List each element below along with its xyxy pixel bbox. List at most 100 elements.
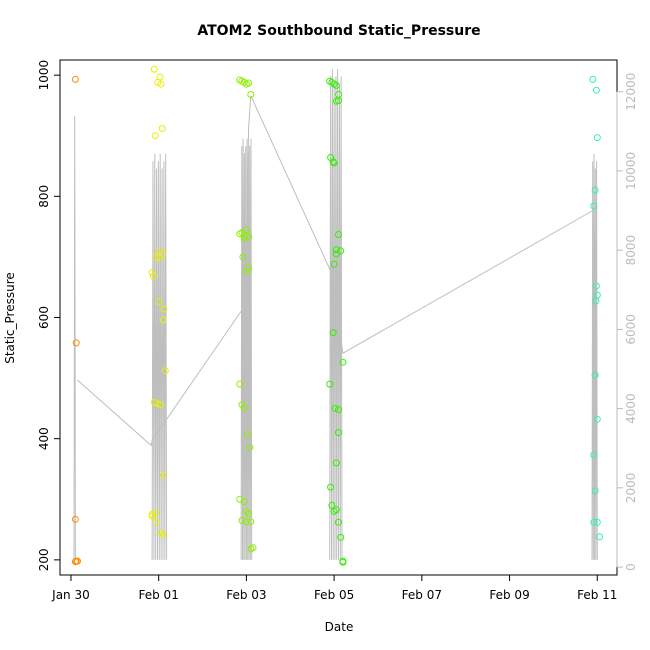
data-point — [591, 487, 599, 495]
data-point — [242, 518, 250, 526]
data-point — [339, 558, 347, 566]
data-point — [71, 75, 79, 83]
data-point — [592, 86, 600, 94]
y-axis-label: Static_Pressure — [3, 272, 17, 364]
data-point — [591, 186, 599, 194]
data-point — [332, 246, 340, 254]
y2-tick-label: 4000 — [624, 393, 638, 424]
data-point — [335, 518, 342, 526]
x-tick-label: Feb 09 — [489, 588, 529, 602]
data-point — [155, 298, 163, 306]
data-point — [157, 80, 165, 88]
data-point — [239, 253, 247, 261]
data-point — [242, 268, 250, 275]
data-point — [157, 529, 165, 537]
data-point — [593, 134, 601, 142]
data-point — [74, 557, 81, 565]
data-point — [148, 269, 156, 277]
data-point — [242, 507, 250, 515]
data-point — [159, 250, 167, 258]
data-point — [243, 430, 251, 438]
data-point — [247, 91, 255, 98]
data-point — [332, 250, 340, 258]
x-tick-label: Feb 11 — [577, 588, 617, 602]
y2-tick-label: 2000 — [624, 473, 638, 504]
data-point — [590, 451, 598, 459]
data-point — [156, 73, 164, 81]
data-point — [329, 329, 337, 337]
dive-segment-1 — [73, 115, 76, 560]
data-point — [153, 518, 160, 526]
data-point — [330, 507, 338, 515]
y2-tick-label: 10000 — [624, 152, 638, 190]
data-point — [329, 158, 337, 166]
data-point — [152, 509, 160, 517]
data-point — [590, 202, 598, 210]
data-point — [246, 443, 254, 451]
trajectory-line-path — [77, 95, 594, 447]
data-point — [160, 305, 168, 313]
y-axis-left: 200 400 600 800 1000 — [37, 60, 60, 571]
data-point — [156, 401, 164, 409]
y-axis-right: 0 2000 4000 6000 8000 10000 12000 — [616, 73, 638, 571]
dive-segment-3 — [240, 138, 253, 560]
data-point — [592, 282, 600, 290]
data-point — [326, 380, 334, 388]
data-point — [593, 518, 601, 526]
data-point — [335, 406, 342, 414]
data-point — [590, 518, 598, 526]
data-point — [72, 339, 80, 347]
y2-tick-label: 8000 — [624, 235, 638, 266]
data-points — [71, 65, 603, 566]
y-tick-label: 800 — [37, 185, 51, 208]
data-point — [332, 459, 340, 467]
data-point — [149, 272, 157, 280]
data-point — [240, 235, 248, 243]
data-point — [236, 380, 244, 388]
data-point — [589, 75, 597, 83]
data-point — [245, 510, 253, 518]
data-point — [330, 260, 338, 268]
chart-title: ATOM2 Southbound Static_Pressure — [197, 23, 480, 39]
data-point — [242, 226, 250, 234]
dive-segment-2 — [151, 153, 168, 560]
y-tick-label: 600 — [37, 306, 51, 329]
data-point — [330, 159, 338, 167]
data-point — [150, 398, 158, 406]
data-point — [240, 232, 248, 240]
data-point — [328, 501, 336, 509]
y2-tick-label: 0 — [624, 563, 638, 571]
x-axis-label: Date — [325, 620, 354, 634]
data-point — [591, 371, 599, 379]
data-point — [245, 264, 253, 272]
data-point — [159, 531, 167, 539]
data-point — [332, 506, 340, 514]
data-point — [245, 79, 253, 87]
data-point — [335, 429, 342, 437]
data-point — [159, 471, 167, 479]
data-point — [332, 97, 340, 105]
data-point — [339, 358, 347, 366]
trajectory-line — [77, 95, 594, 447]
data-point — [335, 231, 342, 238]
x-tick-label: Jan 30 — [51, 588, 90, 602]
data-point — [151, 132, 159, 140]
dive-segment-4 — [329, 69, 343, 560]
data-point — [592, 297, 600, 305]
data-point — [159, 316, 167, 324]
data-point — [327, 483, 335, 491]
x-tick-label: Feb 07 — [402, 588, 442, 602]
data-point — [240, 78, 248, 86]
dive-segments — [73, 69, 598, 560]
data-point — [245, 233, 253, 241]
y-tick-label: 400 — [37, 427, 51, 450]
data-point — [249, 544, 257, 552]
data-point — [332, 81, 340, 89]
y-tick-label: 1000 — [37, 60, 51, 91]
data-point — [236, 230, 244, 238]
data-point — [240, 498, 248, 506]
data-point — [161, 367, 169, 375]
data-point — [158, 125, 166, 132]
data-point — [331, 404, 339, 412]
